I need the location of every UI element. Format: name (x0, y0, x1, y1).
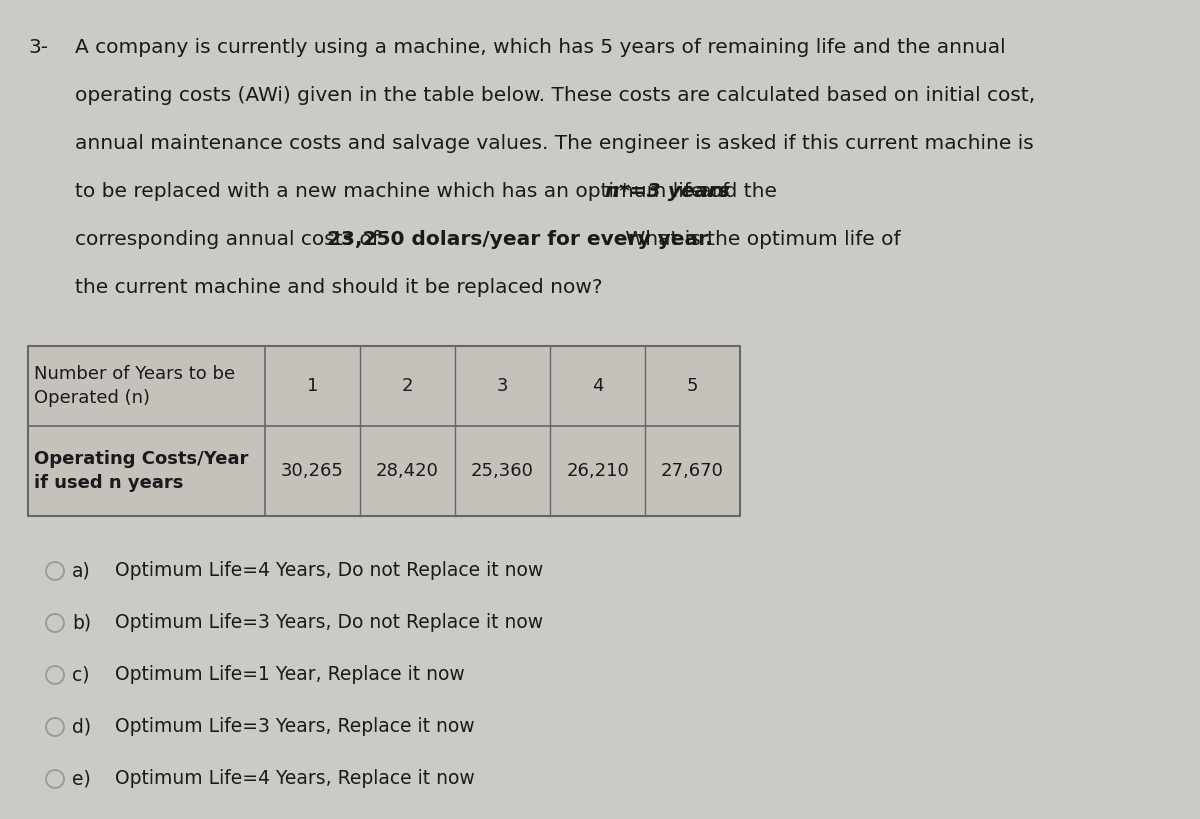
Text: and the: and the (694, 182, 778, 201)
Text: d): d) (72, 717, 91, 736)
Text: n*=3 years: n*=3 years (605, 182, 730, 201)
Text: 25,360: 25,360 (472, 462, 534, 480)
Text: to be replaced with a new machine which has an optimum life of: to be replaced with a new machine which … (74, 182, 736, 201)
Text: Optimum Life=4 Years, Do not Replace it now: Optimum Life=4 Years, Do not Replace it … (115, 562, 544, 581)
Text: e): e) (72, 770, 91, 789)
Bar (28, 346, 740, 516)
Text: What is the optimum life of: What is the optimum life of (619, 230, 900, 249)
Text: 4: 4 (592, 377, 604, 395)
Text: 2: 2 (402, 377, 413, 395)
Text: Operating Costs/Year: Operating Costs/Year (34, 450, 248, 468)
Text: Optimum Life=1 Year, Replace it now: Optimum Life=1 Year, Replace it now (115, 666, 464, 685)
Text: 1: 1 (307, 377, 318, 395)
Text: 26,210: 26,210 (566, 462, 629, 480)
Text: A company is currently using a machine, which has 5 years of remaining life and : A company is currently using a machine, … (74, 38, 1006, 57)
Text: 30,265: 30,265 (281, 462, 344, 480)
Text: 27,670: 27,670 (661, 462, 724, 480)
Text: a): a) (72, 562, 91, 581)
Text: 28,420: 28,420 (376, 462, 439, 480)
Text: the current machine and should it be replaced now?: the current machine and should it be rep… (74, 278, 602, 297)
Text: 5: 5 (686, 377, 698, 395)
Text: Number of Years to be: Number of Years to be (34, 365, 235, 383)
Text: annual maintenance costs and salvage values. The engineer is asked if this curre: annual maintenance costs and salvage val… (74, 134, 1033, 153)
Text: operating costs (AWi) given in the table below. These costs are calculated based: operating costs (AWi) given in the table… (74, 86, 1036, 105)
Text: c): c) (72, 666, 90, 685)
Text: Optimum Life=4 Years, Replace it now: Optimum Life=4 Years, Replace it now (115, 770, 475, 789)
Text: 23,250 dolars/year for every year.: 23,250 dolars/year for every year. (328, 230, 713, 249)
Text: if used n years: if used n years (34, 474, 184, 492)
Text: Optimum Life=3 Years, Replace it now: Optimum Life=3 Years, Replace it now (115, 717, 475, 736)
Text: 3: 3 (497, 377, 509, 395)
Text: Optimum Life=3 Years, Do not Replace it now: Optimum Life=3 Years, Do not Replace it … (115, 613, 544, 632)
Text: b): b) (72, 613, 91, 632)
Text: corresponding annual costs of: corresponding annual costs of (74, 230, 385, 249)
Text: 3-: 3- (28, 38, 48, 57)
Bar (28, 346, 740, 516)
Text: Operated (n): Operated (n) (34, 389, 150, 407)
